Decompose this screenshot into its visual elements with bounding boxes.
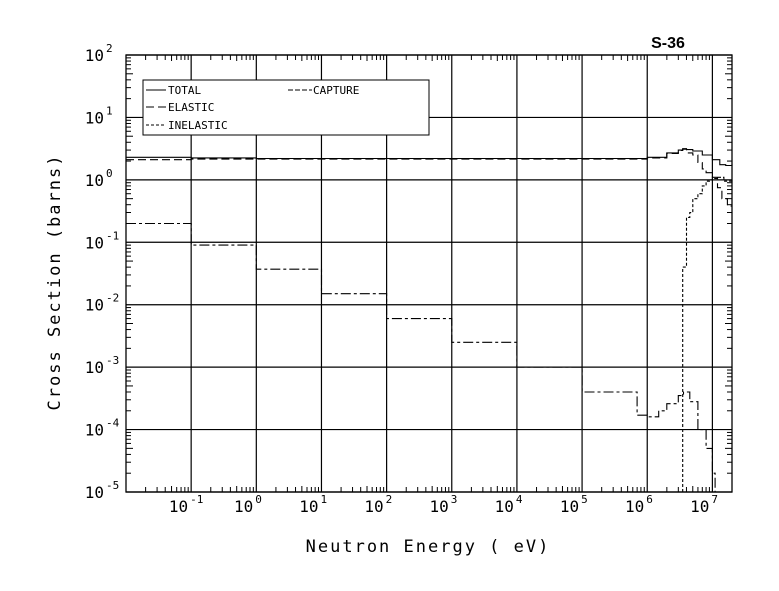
y-axis-label: Cross Section (barns) [45, 154, 65, 411]
x-tick-exponent: 4 [516, 493, 523, 506]
y-tick-label: 10 [85, 358, 104, 377]
legend: TOTAL ELASTIC INELASTIC CAPTURE [142, 79, 430, 136]
y-tick-label: 10 [85, 171, 104, 190]
y-tick-label: 10 [85, 108, 104, 127]
y-tick-label: 10 [85, 483, 104, 502]
axis-ticks: 10 -1 10 0 10 1 10 2 10 3 10 4 10 5 10 6 10 710 210 110 010-… [85, 42, 733, 516]
legend-box [142, 79, 430, 136]
x-axis-label: Neutron Energy ( eV) [306, 537, 551, 557]
x-tick-label: 10 [364, 497, 383, 516]
y-tick-exponent: -4 [106, 417, 120, 430]
plot-frame [125, 54, 733, 493]
x-tick-label: 10 [625, 497, 644, 516]
series-lines [126, 148, 733, 492]
x-tick-label: 10 [430, 497, 449, 516]
x-tick-exponent: 6 [646, 493, 653, 506]
y-tick-label: 10 [85, 233, 104, 252]
y-tick-label: 10 [85, 421, 104, 440]
x-tick-exponent: 0 [255, 493, 262, 506]
series-elastic [126, 148, 732, 207]
x-tick-label: 10 [299, 497, 318, 516]
x-tick-exponent: 7 [711, 493, 718, 506]
y-tick-label: 10 [85, 46, 104, 65]
x-tick-label: 10 [560, 497, 579, 516]
x-tick-exponent: 5 [581, 493, 588, 506]
series-inelastic [682, 176, 733, 492]
legend-label-total: TOTAL [168, 84, 201, 97]
legend-label-capture: CAPTURE [313, 84, 359, 97]
chart-title: S-36 [651, 35, 685, 52]
y-tick-exponent: 2 [106, 42, 113, 55]
y-tick-exponent: 1 [106, 104, 113, 117]
y-tick-exponent: -2 [106, 292, 119, 305]
x-tick-exponent: 2 [386, 493, 393, 506]
y-tick-exponent: -1 [106, 229, 119, 242]
x-tick-exponent: -1 [190, 493, 203, 506]
legend-label-elastic: ELASTIC [168, 101, 214, 114]
series-capture [126, 222, 716, 492]
x-tick-exponent: 3 [451, 493, 458, 506]
x-tick-label: 10 [690, 497, 709, 516]
y-tick-label: 10 [85, 296, 104, 315]
legend-label-inelastic: INELASTIC [168, 119, 228, 132]
series-total [126, 148, 733, 167]
x-tick-label: 10 [169, 497, 188, 516]
x-tick-exponent: 1 [320, 493, 327, 506]
y-tick-exponent: -5 [106, 479, 119, 492]
y-tick-exponent: 0 [106, 167, 113, 180]
y-tick-exponent: -3 [106, 354, 119, 367]
x-tick-label: 10 [234, 497, 253, 516]
x-tick-label: 10 [495, 497, 514, 516]
